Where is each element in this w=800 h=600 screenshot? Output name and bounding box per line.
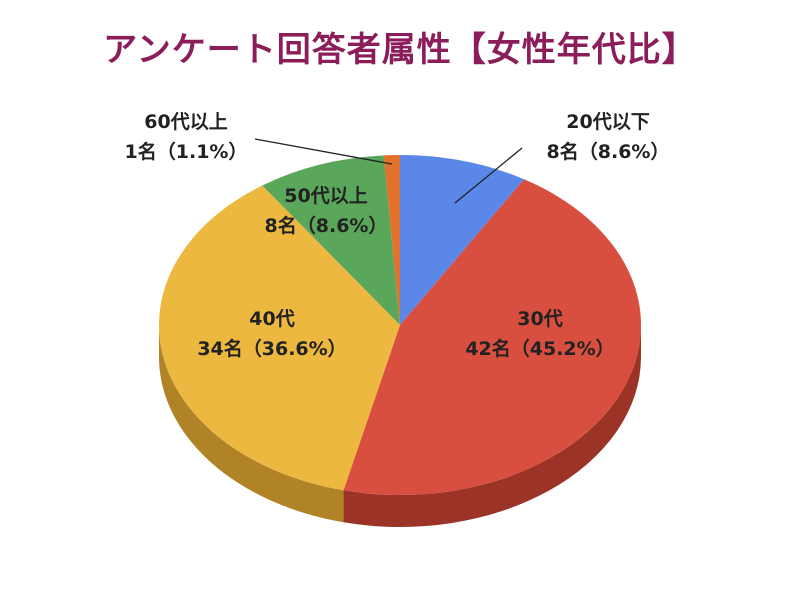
pie-slice-1: [343, 179, 642, 496]
slice-label-0: 20代以下: [566, 111, 649, 133]
slice-value-1: 42名（45.2%）: [465, 337, 614, 360]
leader-line-4: [254, 138, 393, 165]
slice-label-1: 30代: [517, 308, 562, 330]
leader-line-0: [454, 147, 523, 204]
slice-value-0: 8名（8.6%）: [547, 140, 670, 163]
slice-value-4: 1名（1.1%）: [125, 140, 248, 163]
pie-slice-0: [400, 155, 525, 325]
chart-title: アンケート回答者属性【女性年代比】: [103, 30, 697, 70]
pie-side-2: [159, 325, 344, 523]
slice-value-2: 34名（36.6%）: [197, 337, 346, 360]
slice-value-3: 8名（8.6%）: [265, 214, 388, 237]
slice-label-3: 50代以上: [284, 185, 367, 207]
pie-slice-3: [262, 155, 400, 325]
slice-label-4: 60代以上: [144, 111, 227, 133]
pie-slice-2: [158, 185, 400, 491]
pie-slice-4: [383, 155, 400, 325]
pie-side-1: [343, 325, 641, 528]
slice-label-2: 40代: [249, 308, 294, 330]
